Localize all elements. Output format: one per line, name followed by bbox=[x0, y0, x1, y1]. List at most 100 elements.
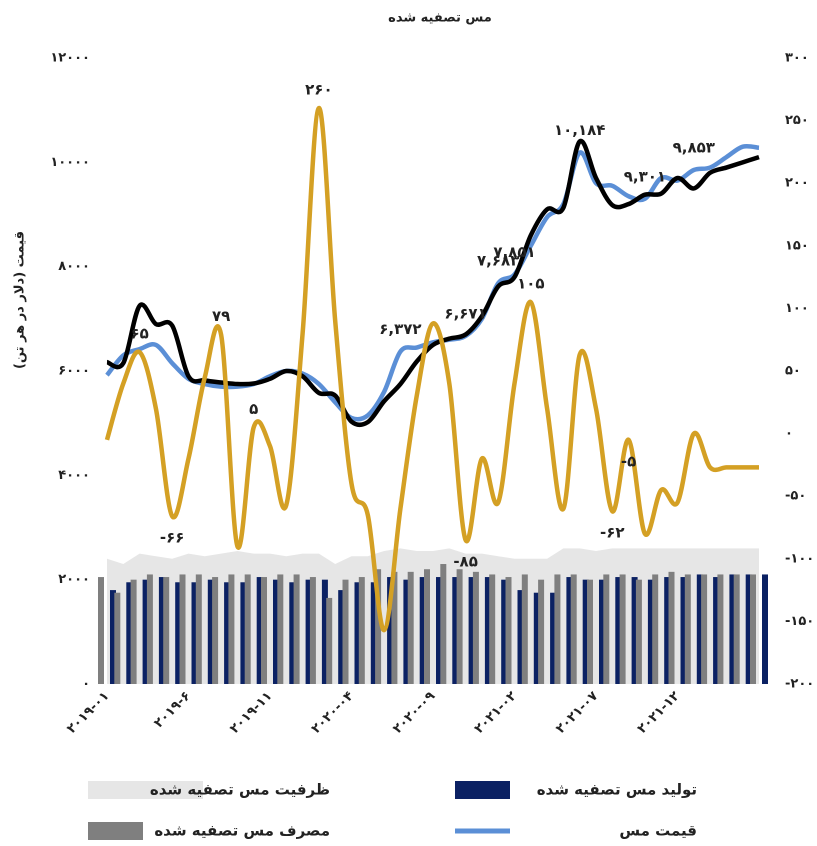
bar bbox=[550, 592, 557, 684]
bar bbox=[684, 574, 691, 684]
bar bbox=[452, 577, 459, 684]
bar bbox=[419, 577, 426, 684]
bar bbox=[228, 574, 235, 684]
bar bbox=[130, 579, 137, 684]
bar bbox=[289, 582, 296, 684]
bar bbox=[456, 569, 463, 684]
bar bbox=[126, 582, 133, 684]
bar bbox=[321, 579, 328, 684]
bar bbox=[207, 579, 214, 684]
bar bbox=[191, 582, 198, 684]
y-tick-label: ۶۰۰۰ bbox=[58, 364, 90, 379]
bar bbox=[158, 577, 165, 684]
bar bbox=[505, 577, 512, 684]
legend-swatch bbox=[455, 781, 510, 799]
bar bbox=[517, 590, 524, 684]
y2-tick-label: ۱۰۰ bbox=[785, 301, 809, 316]
bar bbox=[142, 579, 149, 684]
bar bbox=[615, 577, 622, 684]
bar bbox=[533, 592, 540, 684]
bar bbox=[472, 571, 479, 684]
bar bbox=[273, 579, 279, 684]
bar bbox=[256, 577, 263, 684]
bar bbox=[603, 574, 610, 684]
bar bbox=[114, 592, 121, 684]
bar bbox=[436, 577, 442, 684]
y2-tick-label: -۲۰۰ bbox=[785, 677, 814, 692]
bar bbox=[599, 579, 605, 684]
bar bbox=[424, 569, 430, 684]
x-tick-label: ۲۰۲۱-۰۷ bbox=[553, 689, 601, 737]
x-tick-label: ۲۰۱۹-۰۱ bbox=[64, 689, 112, 737]
y2-tick-label: ۱۵۰ bbox=[785, 238, 809, 253]
x-tick-label: ۲۰۱۹-۶ bbox=[151, 689, 193, 731]
bar bbox=[293, 574, 300, 684]
x-tick-label: ۲۰۲۱-۱۲ bbox=[635, 689, 683, 737]
bar bbox=[713, 577, 720, 684]
bar bbox=[110, 590, 116, 684]
bar bbox=[240, 582, 247, 684]
data-label: ۷۹ bbox=[212, 307, 230, 325]
bar bbox=[212, 577, 219, 684]
bar bbox=[668, 571, 675, 684]
legend-label: مصرف مس تصفیه شده bbox=[154, 822, 330, 840]
bar bbox=[587, 579, 593, 684]
bar bbox=[370, 582, 377, 684]
data-label: ۱۰,۱۸۴ bbox=[554, 121, 605, 139]
bar bbox=[631, 577, 638, 684]
bar bbox=[484, 577, 491, 684]
y2-tick-label: ۵۰ bbox=[785, 364, 801, 379]
bar bbox=[342, 579, 349, 684]
data-label: ۲۶۰ bbox=[305, 81, 332, 99]
bar bbox=[440, 564, 447, 684]
bar bbox=[354, 582, 361, 684]
bar bbox=[338, 590, 345, 684]
bar bbox=[696, 574, 703, 684]
data-label: ۶۵ bbox=[130, 325, 148, 343]
bar bbox=[277, 574, 284, 684]
y2-tick-label: ۳۰۰ bbox=[785, 51, 809, 66]
bar bbox=[244, 574, 251, 684]
bar bbox=[195, 574, 202, 684]
bar bbox=[521, 574, 528, 684]
bar bbox=[717, 574, 724, 684]
data-label: -۵ bbox=[621, 452, 636, 470]
legend-label: ظرفیت مس تصفیه شده bbox=[150, 781, 330, 799]
x-tick-label: ۲۰۲۱-۰۲ bbox=[472, 689, 520, 737]
y-tick-label: ۴۰۰۰ bbox=[58, 468, 90, 483]
chart-title: مس تصفیه شده bbox=[388, 11, 492, 26]
bar bbox=[261, 577, 267, 684]
legend-swatch bbox=[88, 781, 203, 799]
bar bbox=[407, 571, 414, 684]
y2-tick-label: -۵۰ bbox=[785, 489, 806, 504]
x-tick-label: ۲۰۲۰-۰۹ bbox=[390, 689, 438, 737]
data-label: ۹,۸۵۳ bbox=[673, 139, 715, 157]
bar bbox=[224, 582, 231, 684]
y-tick-label: ۸۰۰۰ bbox=[58, 259, 90, 274]
area bbox=[107, 548, 759, 684]
bar bbox=[619, 574, 626, 684]
bar bbox=[538, 579, 545, 684]
line bbox=[104, 105, 759, 633]
data-label: ۵ bbox=[249, 400, 258, 418]
bar bbox=[554, 574, 561, 684]
legend-label: قیمت مس bbox=[619, 822, 697, 840]
data-label: ۹,۳۰۱ bbox=[624, 167, 666, 185]
bar bbox=[98, 577, 104, 684]
bar bbox=[635, 579, 642, 684]
y-tick-label: ۲۰۰۰ bbox=[58, 572, 90, 587]
bar bbox=[468, 577, 475, 684]
bar bbox=[326, 597, 333, 684]
y-tick-label: ۰ bbox=[82, 677, 90, 692]
data-label: ۶,۶۷۱ bbox=[444, 304, 486, 322]
y-tick-label: ۱۲۰۰۰ bbox=[50, 51, 90, 66]
data-label: -۶۲ bbox=[600, 524, 625, 542]
bar bbox=[163, 577, 170, 684]
bar bbox=[729, 574, 736, 684]
bar bbox=[358, 577, 365, 684]
bar bbox=[680, 577, 687, 684]
x-tick-label: ۲۰۲۰-۰۴ bbox=[309, 689, 357, 737]
bar bbox=[647, 579, 654, 684]
bar bbox=[489, 574, 496, 684]
